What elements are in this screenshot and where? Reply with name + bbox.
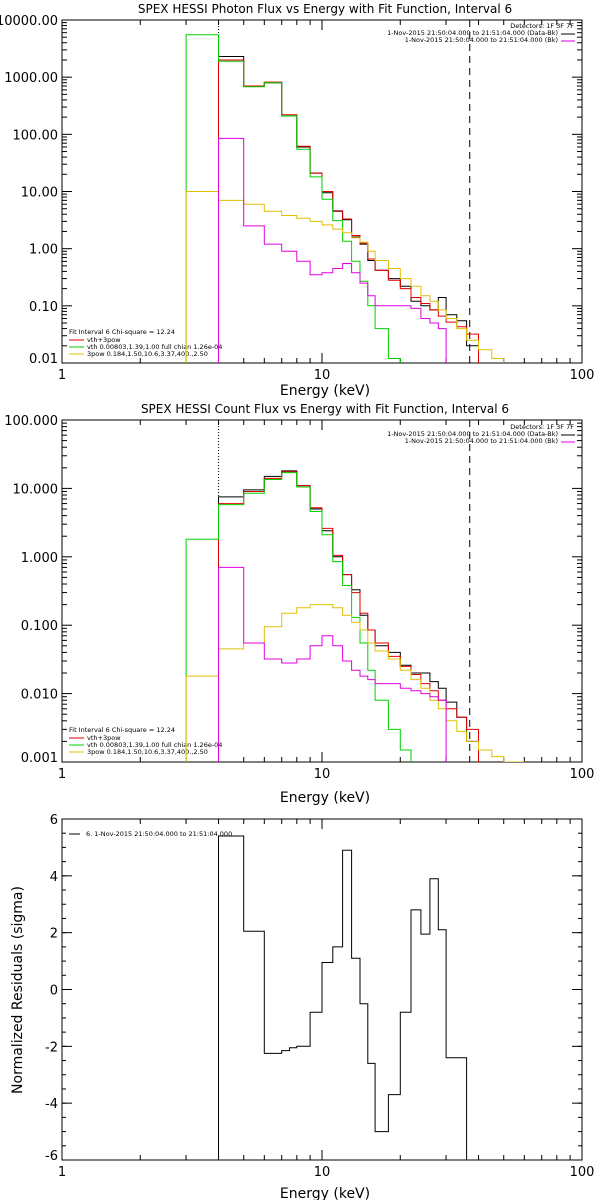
- x-tick-label: 10: [314, 1165, 331, 1180]
- y-tick-label: 4: [50, 870, 58, 885]
- count-flux-xlabel: Energy (keV): [280, 790, 370, 806]
- y-tick-label: -6: [45, 1149, 58, 1164]
- series-vth-3pow: [218, 471, 479, 762]
- y-tick-label: 0.01: [29, 352, 58, 367]
- count-legend-3pow: 3pow 0.184,1.50,10.6,3.37,400.,2.50: [87, 748, 208, 756]
- y-tick-label: 0.100: [21, 619, 58, 634]
- series-vth: [185, 34, 401, 363]
- series-vth: [185, 472, 412, 762]
- photon-legend-sum: vth+3pow: [87, 336, 121, 344]
- series-bk: [218, 566, 447, 762]
- y-tick-label: 0.010: [21, 688, 58, 703]
- x-tick-label: 100: [570, 1165, 595, 1180]
- photon-legend-vth: vth 0.00803,1.39,1.00 full chian 1.26e-0…: [87, 343, 222, 351]
- x-tick-label: 10: [314, 368, 331, 383]
- series-vth-3pow: [218, 59, 479, 363]
- residuals-panel: Energy (keV) Normalized Residuals (sigma…: [10, 813, 594, 1200]
- photon-flux-title: SPEX HESSI Photon Flux vs Energy with Fi…: [138, 2, 512, 16]
- count-legend-sum: vth+3pow: [87, 734, 121, 742]
- residuals-legend: 6. 1-Nov-2015 21:50:04.000 to 21:51:04.0…: [86, 830, 232, 838]
- residuals-ylabel: Normalized Residuals (sigma): [10, 886, 26, 1094]
- series-data-bk: [218, 56, 479, 363]
- photon-detectors-label: Detectors: 1F 3F 7F: [510, 22, 574, 30]
- count-fit-info: Fit Interval 6 Chi-square = 12.24: [69, 726, 175, 734]
- series-residual: [218, 835, 470, 1160]
- y-tick-label: 1000.00: [4, 71, 58, 86]
- x-tick-label: 1: [58, 1165, 66, 1180]
- count-detectors-label: Detectors: 1F 3F 7F: [510, 423, 574, 431]
- y-tick-label: 100.000: [4, 414, 58, 429]
- photon-fit-info: Fit Interval 6 Chi-square = 12.24: [69, 328, 175, 336]
- y-tick-label: 6: [50, 813, 58, 828]
- x-tick-label: 1: [58, 368, 66, 383]
- x-tick-label: 1: [58, 767, 66, 782]
- series-data-bk: [218, 470, 479, 762]
- count-legend-bk: 1-Nov-2015 21:50:04.000 to 21:51:04.000 …: [405, 437, 558, 445]
- series-3pow: [185, 191, 505, 363]
- series-3pow: [185, 604, 525, 762]
- x-tick-label: 10: [314, 767, 331, 782]
- count-flux-panel: SPEX HESSI Count Flux vs Energy with Fit…: [4, 402, 594, 806]
- y-tick-label: 0.001: [21, 751, 58, 766]
- y-tick-label: 100.00: [13, 128, 59, 143]
- x-tick-label: 100: [570, 368, 595, 383]
- plot-frame: [61, 419, 583, 763]
- series-bk: [218, 137, 447, 363]
- y-tick-label: 10000.00: [0, 14, 58, 29]
- residuals-xlabel: Energy (keV): [280, 1186, 370, 1200]
- y-tick-label: 1.00: [29, 243, 58, 258]
- y-tick-label: 2: [50, 927, 58, 942]
- count-flux-title: SPEX HESSI Count Flux vs Energy with Fit…: [141, 402, 509, 416]
- photon-legend-data-bk: 1-Nov-2015 21:50:04.000 to 21:51:04.000 …: [387, 29, 558, 37]
- y-tick-label: 10.000: [13, 482, 59, 497]
- photon-legend-3pow: 3pow 0.184,1.50,10.6,3.37,400.,2.50: [87, 350, 208, 358]
- y-tick-label: 10.00: [21, 186, 58, 201]
- count-legend-vth: vth 0.00803,1.39,1.00 full chian 1.26e-0…: [87, 741, 222, 749]
- y-tick-label: -2: [45, 1040, 58, 1055]
- photon-flux-xlabel: Energy (keV): [280, 383, 370, 399]
- photon-flux-panel: SPEX HESSI Photon Flux vs Energy with Fi…: [0, 2, 594, 399]
- y-tick-label: 0.10: [29, 300, 58, 315]
- count-legend-data-bk: 1-Nov-2015 21:50:04.000 to 21:51:04.000 …: [387, 430, 558, 438]
- photon-legend-bk: 1-Nov-2015 21:50:04.000 to 21:51:04.000 …: [405, 36, 558, 44]
- x-tick-label: 100: [570, 767, 595, 782]
- y-tick-label: 0: [50, 984, 58, 999]
- y-tick-label: 1.000: [21, 551, 58, 566]
- y-tick-label: -4: [45, 1097, 58, 1112]
